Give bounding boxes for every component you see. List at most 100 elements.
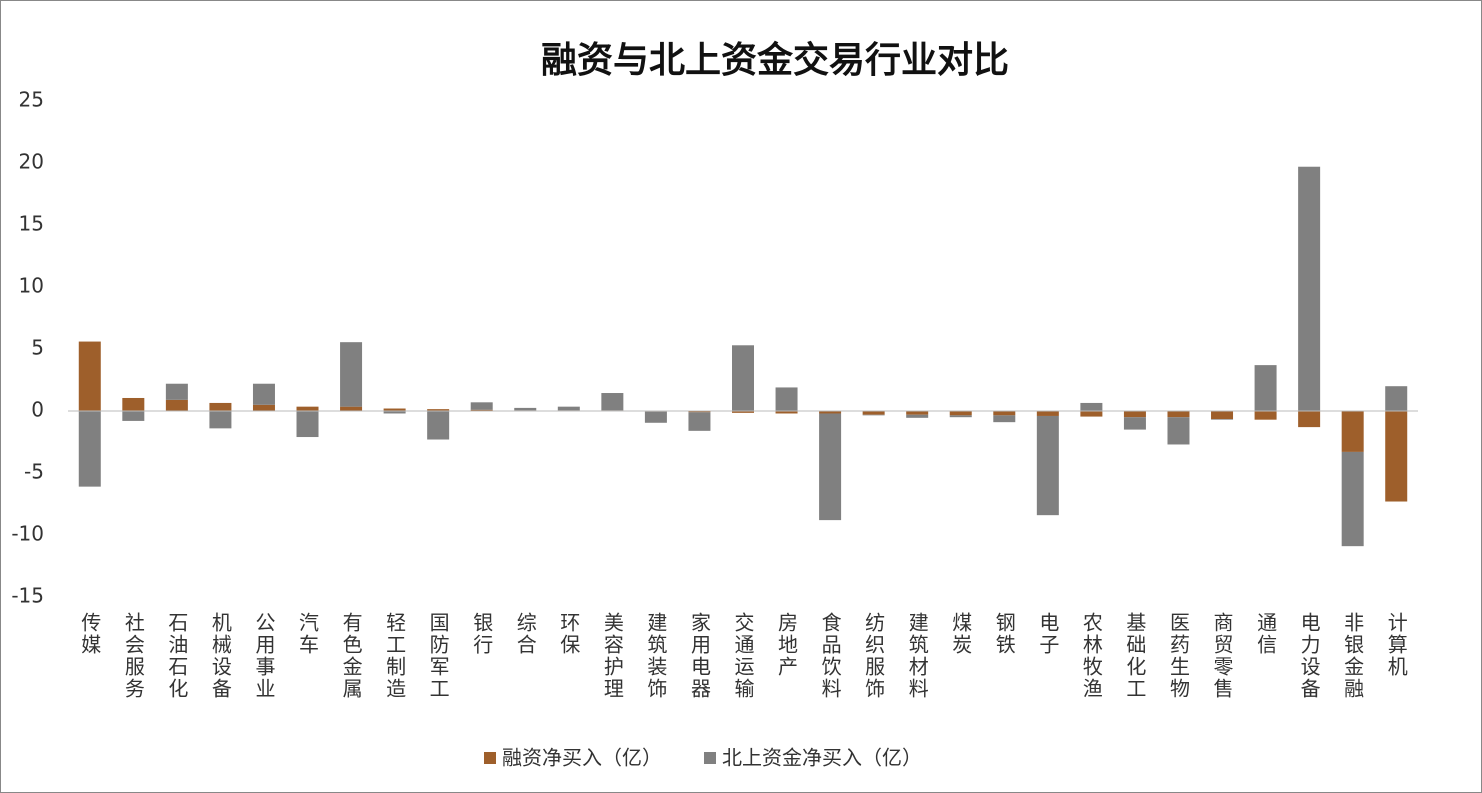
- bar: [340, 342, 363, 407]
- bar: [1211, 419, 1234, 420]
- x-tick-label: 电子: [1036, 612, 1060, 656]
- bar: [1298, 411, 1321, 428]
- bar: [209, 402, 232, 411]
- bar: [732, 411, 754, 413]
- x-tick-label: 公用事业: [252, 612, 276, 700]
- bar: [383, 411, 406, 414]
- bar: [688, 412, 711, 431]
- bar: [1080, 402, 1103, 411]
- y-tick-label: -10: [11, 522, 44, 546]
- y-tick-label: 20: [19, 150, 44, 174]
- bar: [470, 402, 493, 410]
- bar: [1341, 411, 1364, 452]
- x-tick-label: 钢铁: [992, 612, 1016, 656]
- x-tick-label: 食品饮料: [818, 612, 842, 700]
- bar: [122, 397, 145, 411]
- legend-label: 北上资金净买入（亿）: [722, 746, 922, 770]
- y-tick-label: 15: [19, 212, 44, 236]
- bar: [993, 415, 1016, 423]
- bar: [1080, 411, 1103, 417]
- x-tick-label: 农林牧渔: [1079, 612, 1103, 700]
- bar: [819, 413, 842, 521]
- x-tick-label: 医药生物: [1166, 612, 1190, 700]
- bar: [1298, 166, 1321, 411]
- x-tick-label: 有色金属: [339, 612, 363, 700]
- bar: [1385, 386, 1408, 411]
- x-tick-label: 煤炭: [949, 612, 973, 656]
- bar: [383, 408, 406, 411]
- x-tick-label: 电力设备: [1297, 612, 1321, 700]
- bar: [252, 383, 275, 405]
- bar: [1123, 411, 1146, 418]
- x-tick-label: 通信: [1254, 612, 1278, 656]
- bar: [427, 409, 450, 411]
- x-tick-label: 机械设备: [208, 612, 232, 700]
- bar: [557, 406, 580, 411]
- bar: [165, 383, 188, 400]
- x-tick-label: 房地产: [775, 612, 799, 678]
- bar: [514, 407, 537, 411]
- y-tick-label: 0: [31, 398, 44, 422]
- x-tick-label: 汽车: [296, 612, 320, 656]
- x-tick-label: 家用电器: [687, 612, 711, 700]
- legend-swatch: [704, 752, 716, 764]
- bar: [209, 411, 232, 429]
- bar: [688, 411, 711, 413]
- bar: [1385, 411, 1408, 502]
- bar: [252, 404, 275, 411]
- bar: [470, 409, 493, 411]
- bar: [1167, 417, 1190, 445]
- bar: [949, 415, 972, 418]
- bar: [993, 411, 1016, 416]
- bar: [1254, 365, 1277, 411]
- bar: [906, 414, 929, 418]
- bar: [862, 411, 885, 415]
- bar: [340, 406, 363, 411]
- x-tick-label: 建筑装饰: [644, 612, 668, 700]
- bar: [1211, 411, 1234, 420]
- x-tick-label: 建筑材料: [905, 612, 929, 700]
- bar: [296, 411, 319, 438]
- x-tick-label: 传媒: [78, 612, 102, 656]
- x-tick-label: 环保: [557, 612, 581, 656]
- bar: [165, 399, 188, 411]
- bar: [949, 411, 972, 416]
- bar: [601, 393, 624, 411]
- x-tick-label: 国防军工: [426, 612, 450, 700]
- bar: [1341, 451, 1364, 547]
- bar: [819, 411, 842, 414]
- x-tick-label: 基础化工: [1123, 612, 1147, 700]
- legend-swatch: [484, 752, 496, 764]
- bar: [296, 406, 319, 411]
- x-tick-label: 银行: [470, 612, 494, 656]
- x-tick-label: 社会服务: [121, 612, 145, 700]
- y-tick-label: 25: [19, 88, 44, 112]
- x-tick-label: 非银金融: [1341, 612, 1365, 700]
- bar: [78, 411, 101, 487]
- bar: [775, 387, 798, 411]
- x-tick-label: 商贸零售: [1210, 612, 1234, 700]
- bar: [1254, 411, 1277, 420]
- bar: [732, 345, 754, 411]
- y-tick-label: 10: [19, 274, 44, 298]
- bar: [1167, 411, 1190, 418]
- bar: [644, 411, 667, 423]
- bar: [906, 411, 929, 415]
- bar: [427, 411, 450, 440]
- y-tick-label: -5: [24, 460, 44, 484]
- x-tick-label: 计算机: [1384, 612, 1408, 678]
- bar: [78, 341, 101, 411]
- bar: [775, 411, 798, 414]
- chart-title: 融资与北上资金交易行业对比: [541, 39, 1009, 81]
- x-tick-label: 轻工制造: [383, 612, 407, 700]
- x-tick-label: 美容护理: [600, 612, 624, 700]
- bar: [122, 411, 145, 421]
- bar: [1036, 411, 1059, 416]
- bar: [1036, 415, 1059, 516]
- x-tick-label: 纺织服饰: [862, 612, 886, 700]
- y-tick-label: -15: [11, 584, 44, 608]
- bar: [1123, 417, 1146, 430]
- bar: [862, 414, 885, 416]
